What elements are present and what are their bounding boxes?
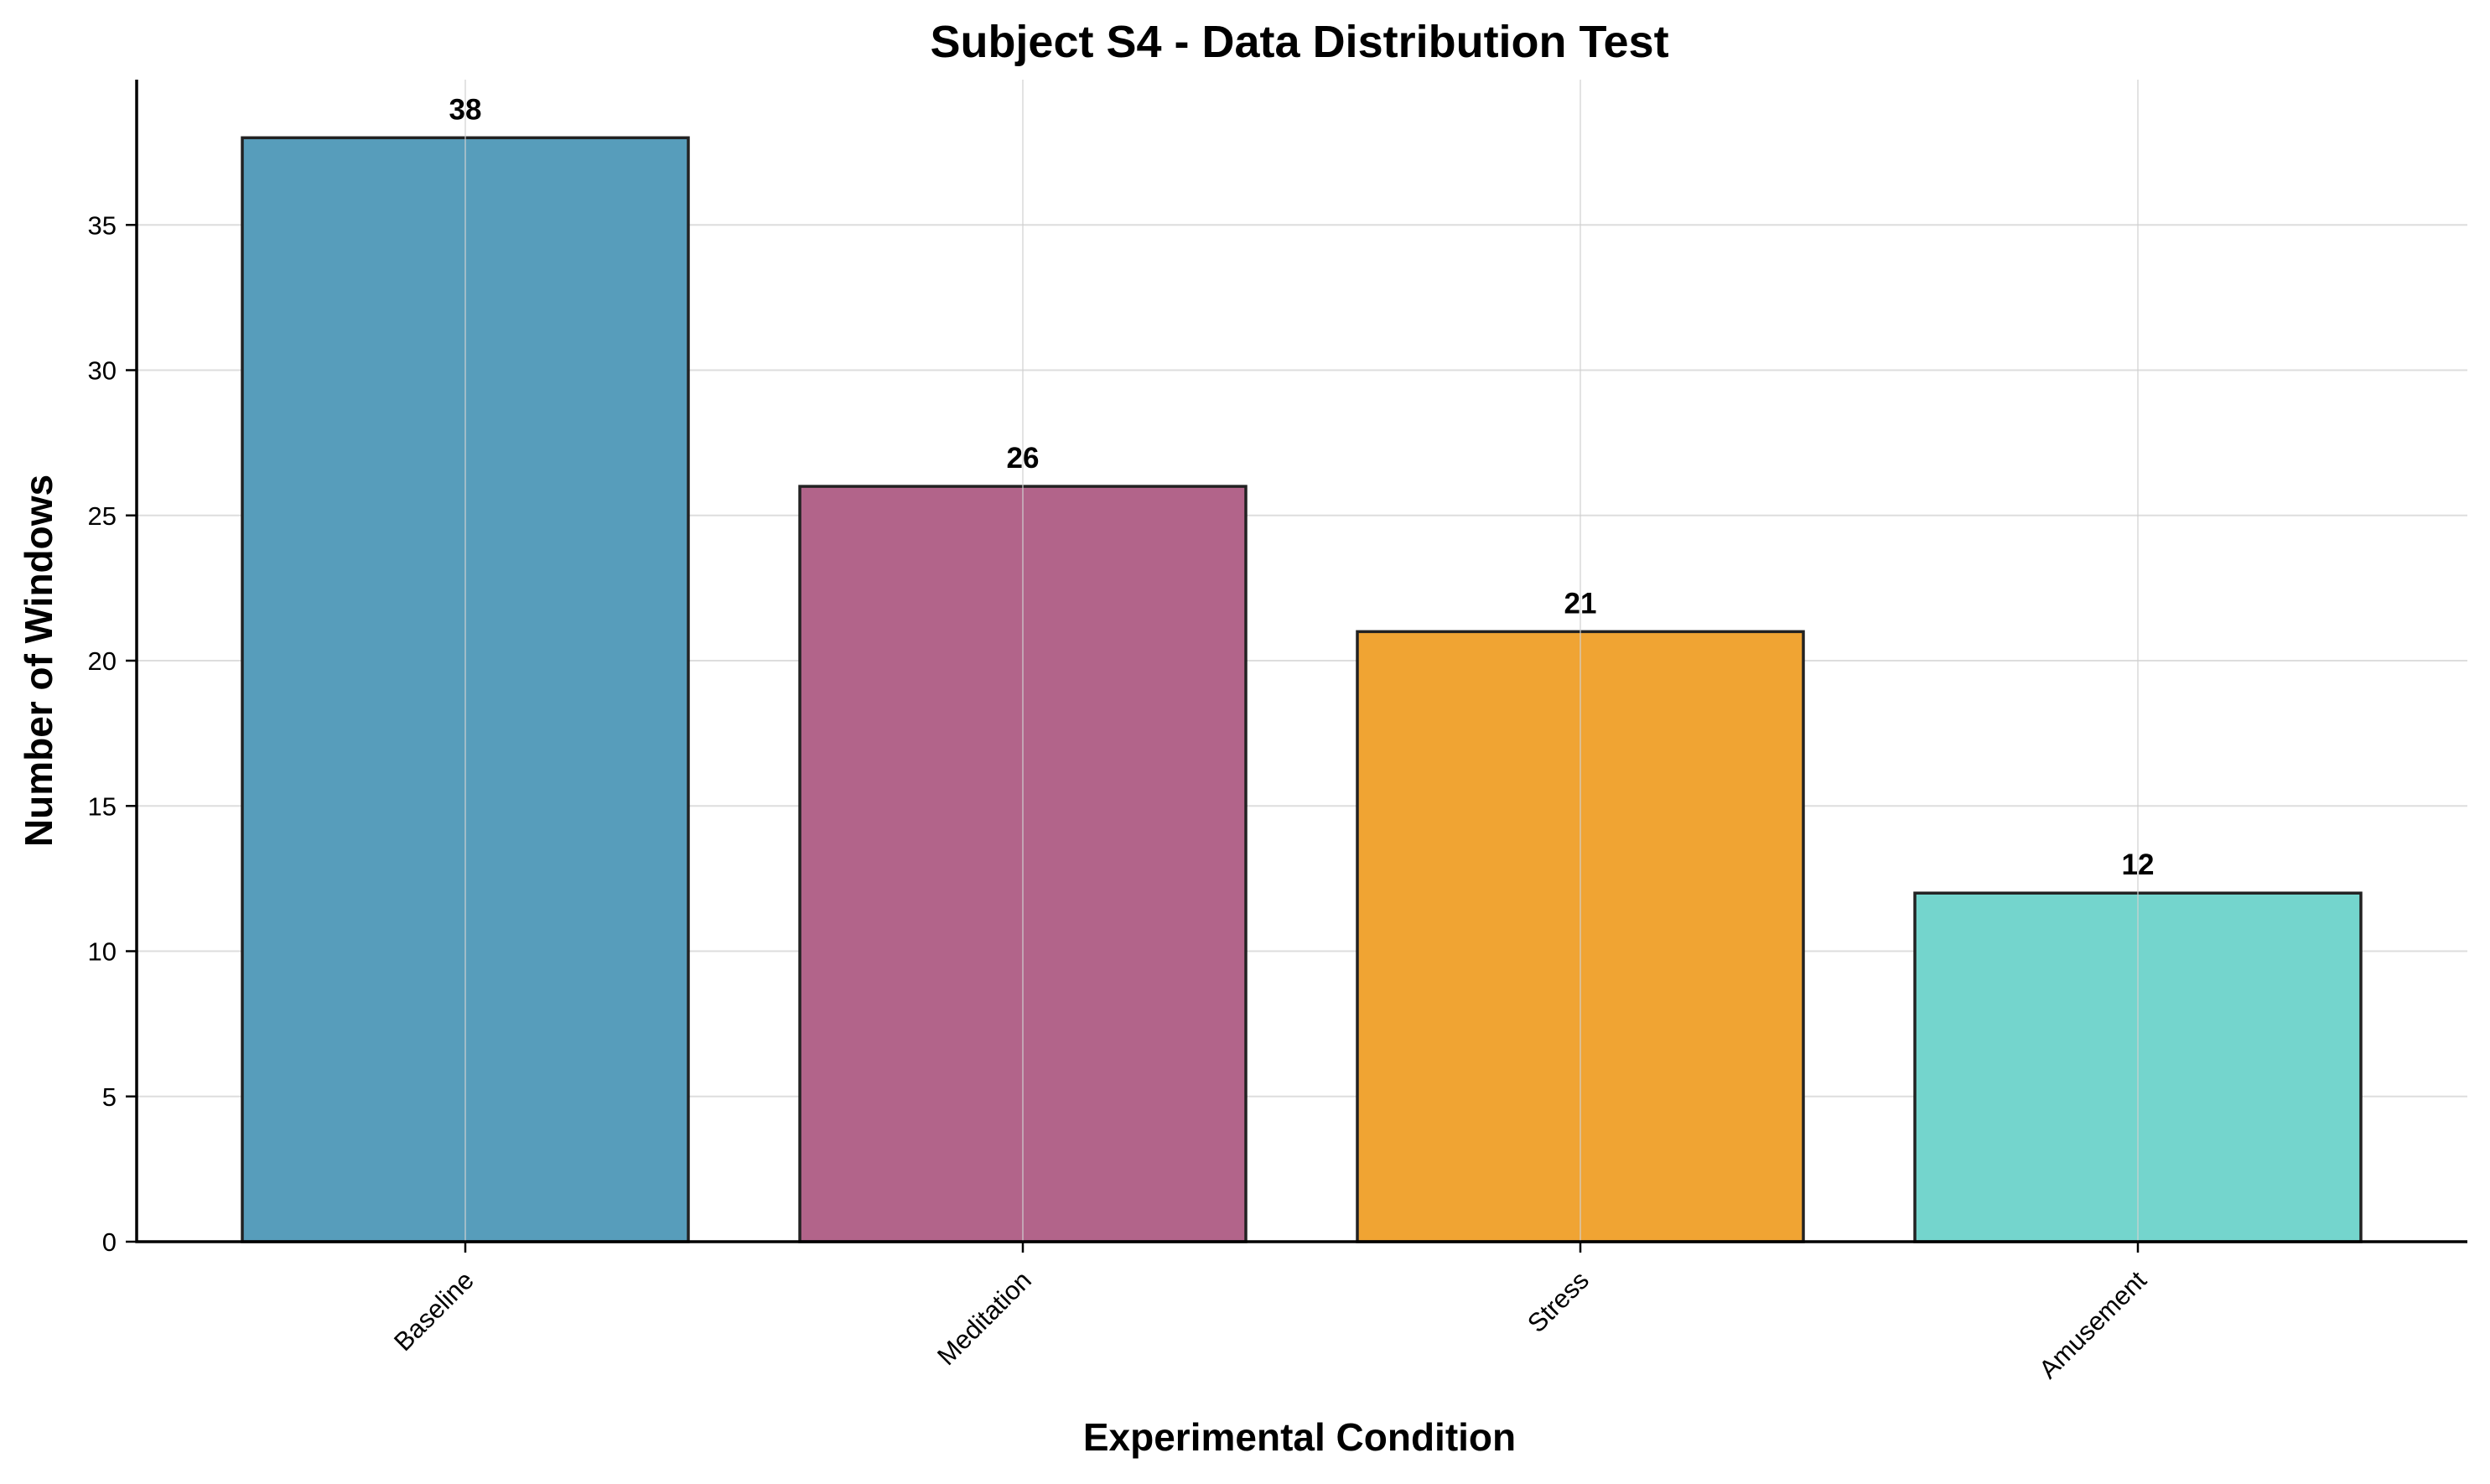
y-tick-label: 30 bbox=[88, 356, 117, 386]
y-tick-label: 25 bbox=[88, 501, 117, 531]
y-tick-label: 20 bbox=[88, 646, 117, 676]
y-tick-label: 5 bbox=[102, 1082, 117, 1112]
y-tick-label: 35 bbox=[88, 210, 117, 240]
x-tick-label-baseline: Baseline bbox=[388, 1265, 480, 1357]
y-tick-label: 15 bbox=[88, 791, 117, 821]
y-axis-label: Number of Windows bbox=[17, 475, 60, 847]
x-tick-label-stress: Stress bbox=[1522, 1265, 1595, 1338]
bar-value-label-meditation: 26 bbox=[1007, 442, 1040, 475]
bar-value-label-baseline: 38 bbox=[449, 93, 482, 126]
y-tick-label: 10 bbox=[88, 937, 117, 967]
x-axis-label: Experimental Condition bbox=[1083, 1415, 1516, 1459]
bar-value-label-amusement: 12 bbox=[2122, 848, 2155, 881]
x-tick-label-amusement: Amusement bbox=[2033, 1265, 2152, 1384]
chart-title: Subject S4 - Data Distribution Test bbox=[930, 17, 1668, 67]
value-labels: 38 26 21 12 bbox=[449, 93, 2155, 881]
bar-value-label-stress: 21 bbox=[1564, 587, 1597, 620]
vertical-grid-lines bbox=[464, 80, 2139, 1242]
y-tick-label: 0 bbox=[102, 1227, 117, 1257]
bars bbox=[241, 136, 2363, 1243]
x-tick-label-meditation: Meditation bbox=[931, 1265, 1037, 1371]
